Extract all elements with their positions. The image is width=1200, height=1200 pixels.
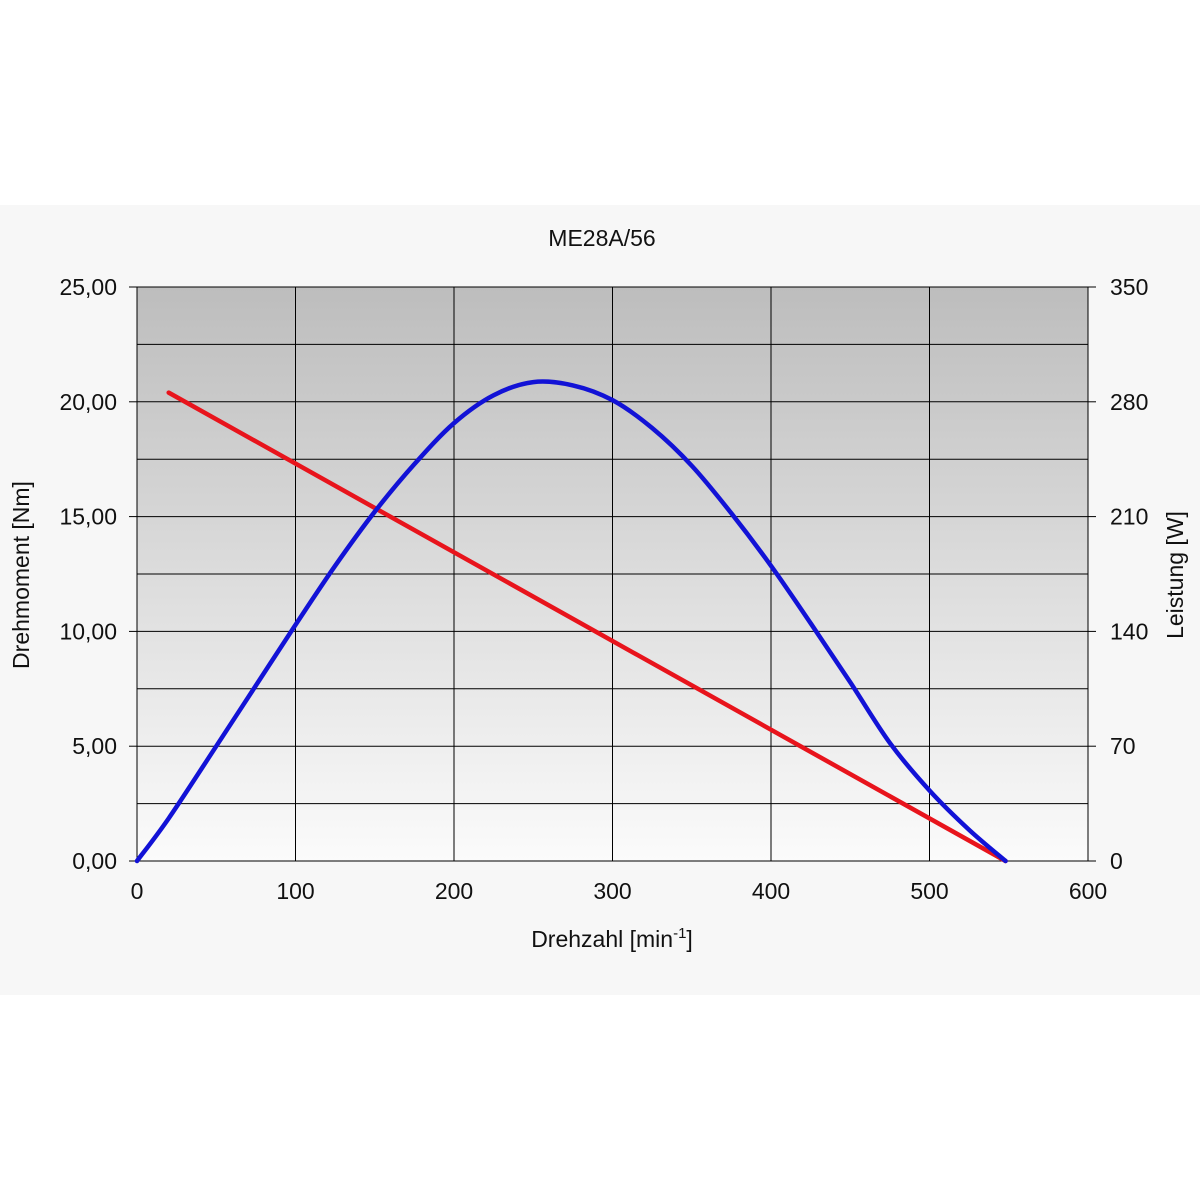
tick-labels: 0 100 200 300 400 500 600 0,00 5,00 10,00 15,00 20,… — [59, 274, 1148, 904]
y-left-tick-label: 15,00 — [59, 504, 117, 530]
y-left-tick-label: 5,00 — [72, 733, 117, 759]
y-axis-right-title: Leistung [W] — [1162, 511, 1188, 639]
x-tick-label: 400 — [752, 878, 790, 904]
plot-border — [136, 286, 1089, 862]
x-axis-title: Drehzahl [min-1] — [531, 925, 693, 952]
x-tick-label: 100 — [276, 878, 314, 904]
y-right-tick-label: 70 — [1110, 733, 1136, 759]
x-tick-label: 500 — [910, 878, 948, 904]
x-tick-label: 600 — [1069, 878, 1107, 904]
y-right-tick-label: 0 — [1110, 848, 1123, 874]
y-right-tick-label: 280 — [1110, 389, 1148, 415]
x-axis-title-suffix: ] — [686, 926, 692, 952]
x-tick-label: 0 — [131, 878, 144, 904]
chart-title: ME28A/56 — [548, 225, 655, 251]
x-tick-label: 300 — [593, 878, 631, 904]
y-right-tick-label: 350 — [1110, 274, 1148, 300]
y-left-tick-label: 0,00 — [72, 848, 117, 874]
series-line-leistung — [134, 379, 1008, 864]
y-left-tick-label: 25,00 — [59, 274, 117, 300]
grid — [129, 286, 1096, 862]
y-left-tick-label: 10,00 — [59, 618, 117, 644]
y-right-tick-label: 210 — [1110, 504, 1148, 530]
x-axis-title-main: Drehzahl [min — [531, 926, 673, 952]
x-axis-title-superscript: -1 — [673, 925, 686, 942]
x-tick-label: 200 — [435, 878, 473, 904]
series-line-drehmoment — [166, 390, 1008, 864]
y-right-tick-label: 140 — [1110, 618, 1148, 644]
y-axis-left-title: Drehmoment [Nm] — [8, 481, 34, 669]
y-left-tick-label: 20,00 — [59, 389, 117, 415]
series-layer — [134, 379, 1008, 864]
